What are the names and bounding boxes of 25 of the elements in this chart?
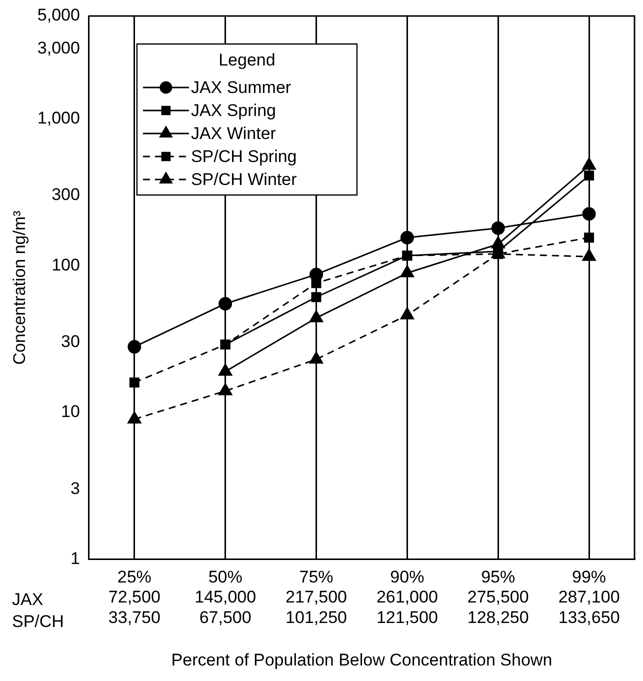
- y-tick-label: 3: [70, 478, 80, 498]
- text: JAX: [12, 590, 44, 610]
- x-tick-label: 99% 287,100 133,650: [558, 567, 620, 628]
- y-tick-label: 1,000: [37, 108, 80, 128]
- x-tick-label: 50% 145,000 67,500: [194, 567, 256, 628]
- y-tick-label: 3,000: [37, 38, 80, 58]
- legend-label: JAX Spring: [190, 101, 276, 120]
- x-tick-label: 95% 275,500 128,250: [467, 567, 529, 628]
- y-tick-label: 10: [61, 402, 80, 422]
- legend-label: JAX Winter: [190, 124, 276, 144]
- x-tick-label: 90% 261,000 121,500: [376, 567, 438, 628]
- y-tick-label: 1: [70, 549, 80, 568]
- y-tick-label: 30: [61, 332, 80, 352]
- legend-label: SP/CH Spring: [190, 147, 297, 166]
- x-tick-label: 75% 217,500 101,250: [286, 567, 347, 628]
- legend-label: JAX Summer: [190, 78, 292, 98]
- legend-title: Legend: [218, 50, 276, 70]
- y-axis-title: Concentration ng/m³: [10, 210, 29, 365]
- legend-label: SP/CH Winter: [190, 170, 298, 190]
- y-tick-label: 100: [52, 255, 80, 274]
- y-tick-label: 300: [52, 185, 80, 204]
- x-axis-title: Percent of Population Below Concentration Shown: [171, 650, 552, 670]
- y-tick-label: 5,000: [37, 6, 80, 25]
- text: SP/CH: [12, 612, 64, 632]
- x-tick-label: 25% 72,500 33,750: [108, 567, 160, 628]
